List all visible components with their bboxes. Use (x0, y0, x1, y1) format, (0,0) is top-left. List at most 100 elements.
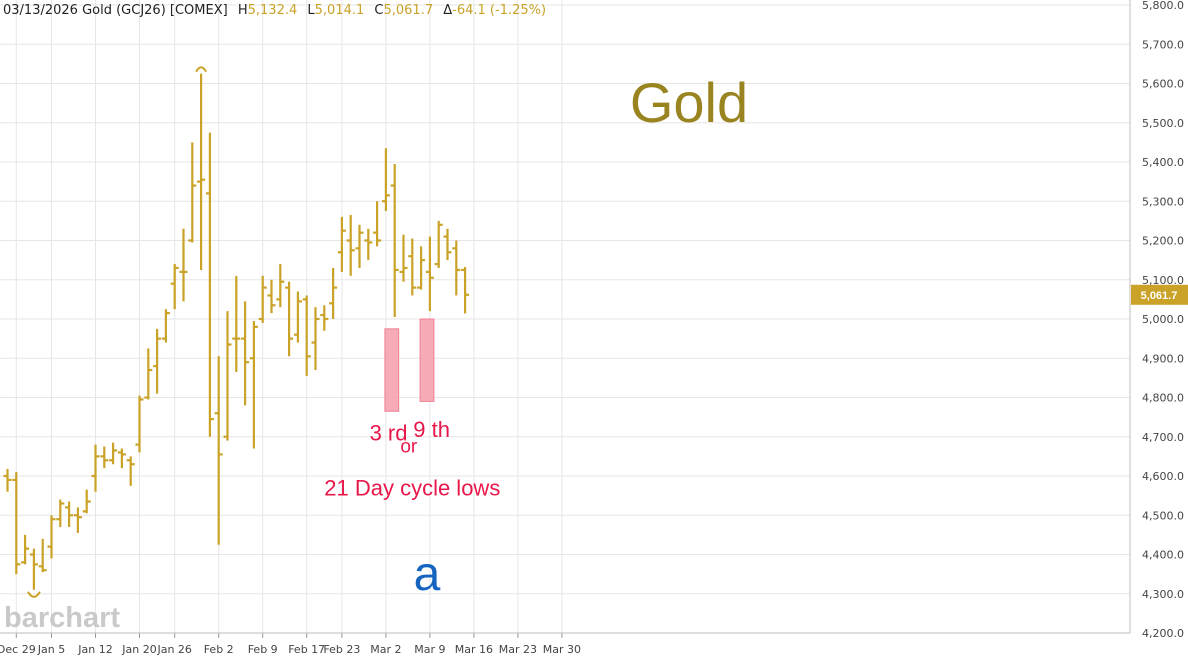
x-tick-label: Feb 17 (288, 643, 325, 656)
x-tick-label: Mar 16 (455, 643, 493, 656)
y-tick-label: 4,500.0 (1142, 509, 1184, 522)
last-price-badge-bg (1131, 284, 1188, 305)
chart-annotation: 3 rd (370, 421, 408, 446)
y-tick-label: 5,800.0 (1142, 0, 1184, 12)
x-tick-label: Jan 20 (121, 643, 156, 656)
y-tick-label: 4,200.0 (1142, 627, 1184, 640)
cycle-markers (27, 66, 207, 598)
ohlc-bar (337, 216, 346, 272)
ohlc-bar (373, 201, 382, 247)
y-tick-label: 5,600.0 (1142, 78, 1184, 91)
ohlc-bar (126, 456, 135, 486)
highlight-boxes (384, 318, 435, 412)
ohlc-bar (285, 281, 294, 357)
ohlc-bar (144, 348, 153, 400)
ohlc-bar (38, 538, 47, 573)
ohlc-bar (73, 507, 82, 533)
y-tick-label: 4,800.0 (1142, 392, 1184, 405)
x-tick-label: Feb 9 (248, 643, 278, 656)
ohlc-bar (461, 267, 470, 314)
ohlc-bar (135, 395, 144, 453)
ohlc-bar (241, 301, 250, 406)
y-tick-label: 5,100.0 (1142, 274, 1184, 287)
last-price-badge: 5,061.7 (1131, 284, 1188, 305)
ohlc-bar (100, 446, 109, 469)
y-tick-label: 5,700.0 (1142, 38, 1184, 51)
ohlc-bar (188, 142, 197, 243)
highlight-box (384, 328, 400, 412)
header-low: 5,014.1 (314, 3, 365, 18)
ohlc-bar (417, 246, 426, 290)
x-tick-label: Dec 29 (0, 643, 36, 656)
ohlc-bar (399, 234, 408, 282)
y-tick-label: 4,600.0 (1142, 470, 1184, 483)
header-date: 03/13/2026 (3, 3, 78, 18)
header-low-label: L (307, 3, 315, 18)
ohlc-bar (293, 291, 302, 343)
quote-header: 03/13/2026 Gold (GCJ26) [COMEX] H5,132.4… (3, 3, 546, 18)
ohlc-bar (161, 309, 170, 343)
watermark: barchart (4, 602, 120, 634)
ohlc-bar (364, 228, 373, 261)
header-close: 5,061.7 (383, 3, 434, 18)
y-tick-label: 5,200.0 (1142, 235, 1184, 248)
x-tick-label: Mar 23 (499, 643, 537, 656)
x-tick-label: Jan 5 (37, 643, 65, 656)
y-tick-label: 5,300.0 (1142, 195, 1184, 208)
ohlc-bar (179, 228, 188, 302)
chart-annotation: 9 th (413, 417, 450, 442)
header-close-label: C (374, 3, 384, 18)
header-high-label: H (237, 3, 248, 18)
ohlc-bar (65, 501, 74, 528)
ohlc-bar (346, 214, 355, 276)
header-change: -64.1 (-1.25%) (452, 3, 547, 18)
ohlc-bar (443, 228, 452, 261)
y-tick-label: 5,000.0 (1142, 313, 1184, 326)
ohlc-bar (276, 264, 285, 308)
ohlc-bar (91, 444, 100, 492)
ohlc-bar (56, 499, 65, 528)
wave-label: a (414, 548, 441, 601)
y-tick-label: 4,700.0 (1142, 431, 1184, 444)
chart-annotation: 21 Day cycle lows (324, 476, 500, 501)
ohlc-bar (311, 307, 320, 371)
ohlc-bar (214, 356, 223, 545)
ohlc-bar (197, 73, 206, 270)
ohlc-bar (21, 534, 30, 565)
last-price-badge-text: 5,061.7 (1141, 290, 1178, 302)
x-tick-label: Jan 12 (77, 643, 112, 656)
x-tick-label: Mar 9 (414, 643, 445, 656)
x-tick-label: Feb 2 (204, 643, 234, 656)
header-symbol: Gold (GCJ26) [COMEX] (82, 3, 228, 18)
ohlc-bar (117, 448, 126, 469)
chart-annotation: or (400, 436, 418, 457)
ohlc-bar (47, 515, 56, 559)
ohlc-bar (258, 275, 267, 323)
ohlc-bar (232, 275, 241, 372)
y-tick-label: 5,400.0 (1142, 156, 1184, 169)
y-tick-label: 4,900.0 (1142, 352, 1184, 365)
y-tick-label: 4,300.0 (1142, 588, 1184, 601)
chart-title: Gold (630, 71, 748, 134)
header-high: 5,132.4 (247, 3, 298, 18)
ohlc-bar (249, 320, 258, 449)
cycle-marker-arc (195, 66, 207, 73)
ohlc-bar (425, 236, 434, 312)
x-tick-label: Feb 23 (323, 643, 360, 656)
ohlc-bar (329, 267, 338, 319)
x-tick-label: Mar 2 (370, 643, 401, 656)
ohlc-bar (82, 489, 91, 514)
ohlc-bar (29, 548, 38, 590)
ohlc-bar (452, 240, 461, 296)
ohlc-bars (3, 73, 470, 590)
ohlc-bar (408, 238, 417, 296)
ohlc-bar (267, 279, 276, 314)
ohlc-bar (302, 295, 311, 376)
x-tick-label: Mar 30 (543, 643, 581, 656)
ohlc-bar (223, 311, 232, 441)
ohlc-bar (381, 148, 390, 212)
